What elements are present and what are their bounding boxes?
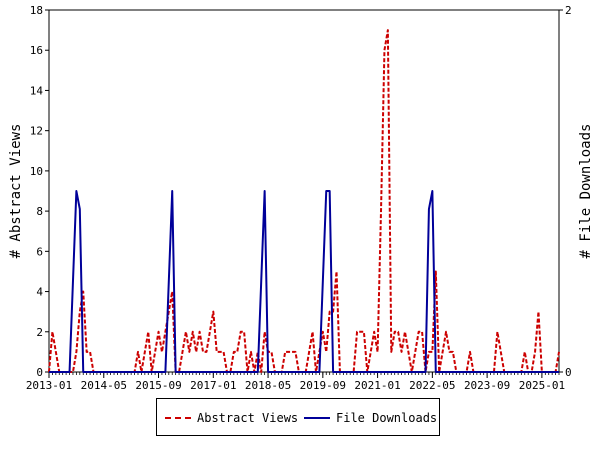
legend-swatch-file-downloads bbox=[304, 417, 330, 419]
x-tick-label: 2015-09 bbox=[135, 379, 181, 392]
x-tick-label: 2018-05 bbox=[245, 379, 291, 392]
left-axis-title: # Abstract Views bbox=[8, 124, 24, 259]
right-axis-title: # File Downloads bbox=[578, 124, 594, 259]
x-tick-label: 2014-05 bbox=[81, 379, 127, 392]
x-tick-label: 2022-05 bbox=[409, 379, 455, 392]
x-tick-label: 2013-01 bbox=[26, 379, 72, 392]
left-tick-label: 4 bbox=[36, 286, 43, 299]
bottom-axis-ticks: 2013-01 2014-05 2015-09 2017-01 2018-05 2019-… bbox=[26, 372, 565, 392]
x-tick-label: 2017-01 bbox=[190, 379, 236, 392]
legend-item-abstract-views: Abstract Views bbox=[165, 410, 298, 426]
x-tick-label: 2023-09 bbox=[464, 379, 510, 392]
left-axis-ticks: 0 2 4 6 8 10 12 14 16 18 bbox=[30, 4, 49, 379]
left-tick-label: 10 bbox=[30, 165, 43, 178]
left-tick-label: 14 bbox=[30, 84, 44, 97]
legend-swatch-abstract-views bbox=[165, 417, 191, 419]
legend-label-abstract-views: Abstract Views bbox=[197, 411, 299, 425]
left-tick-label: 8 bbox=[36, 205, 43, 218]
plot-area bbox=[48, 9, 560, 373]
legend: Abstract Views File Downloads bbox=[156, 398, 440, 436]
left-tick-label: 12 bbox=[30, 125, 43, 138]
right-tick-label: 0 bbox=[565, 366, 572, 379]
series-layer bbox=[48, 29, 560, 373]
series-line-file-downloads bbox=[49, 190, 559, 373]
left-tick-label: 0 bbox=[36, 366, 43, 379]
left-tick-label: 18 bbox=[30, 4, 43, 17]
left-tick-label: 2 bbox=[36, 326, 43, 339]
legend-label-file-downloads: File Downloads bbox=[336, 411, 438, 425]
left-tick-label: 6 bbox=[36, 245, 43, 258]
x-tick-label: 2021-01 bbox=[354, 379, 400, 392]
right-axis-ticks: 02 bbox=[559, 4, 572, 379]
left-tick-label: 16 bbox=[30, 44, 43, 57]
x-tick-label: 2019-09 bbox=[300, 379, 346, 392]
right-tick-label: 2 bbox=[565, 4, 572, 17]
legend-item-file-downloads: File Downloads bbox=[304, 410, 437, 426]
x-tick-label: 2025-01 bbox=[519, 379, 565, 392]
